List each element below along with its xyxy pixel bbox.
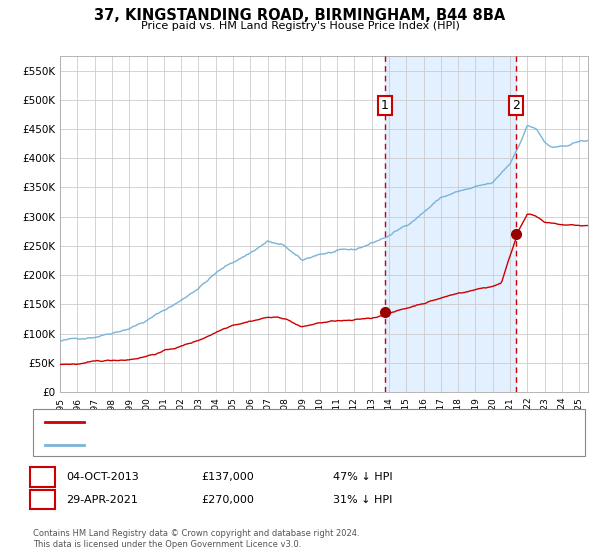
Text: 37, KINGSTANDING ROAD, BIRMINGHAM, B44 8BA: 37, KINGSTANDING ROAD, BIRMINGHAM, B44 8…	[94, 8, 506, 24]
Text: 47% ↓ HPI: 47% ↓ HPI	[333, 472, 392, 482]
Text: 2: 2	[512, 99, 520, 112]
Text: £137,000: £137,000	[201, 472, 254, 482]
Text: Contains HM Land Registry data © Crown copyright and database right 2024.
This d: Contains HM Land Registry data © Crown c…	[33, 529, 359, 549]
Text: 31% ↓ HPI: 31% ↓ HPI	[333, 494, 392, 505]
Text: Price paid vs. HM Land Registry's House Price Index (HPI): Price paid vs. HM Land Registry's House …	[140, 21, 460, 31]
Text: 29-APR-2021: 29-APR-2021	[66, 494, 138, 505]
Text: HPI: Average price, detached house, Birmingham: HPI: Average price, detached house, Birm…	[90, 440, 335, 450]
Text: 1: 1	[380, 99, 389, 112]
Text: 2: 2	[39, 494, 46, 505]
Bar	[385, 56, 516, 392]
Text: 37, KINGSTANDING ROAD, BIRMINGHAM, B44 8BA (detached house): 37, KINGSTANDING ROAD, BIRMINGHAM, B44 8…	[90, 417, 430, 427]
Text: £270,000: £270,000	[201, 494, 254, 505]
Text: 1: 1	[39, 472, 46, 482]
Text: 04-OCT-2013: 04-OCT-2013	[66, 472, 139, 482]
